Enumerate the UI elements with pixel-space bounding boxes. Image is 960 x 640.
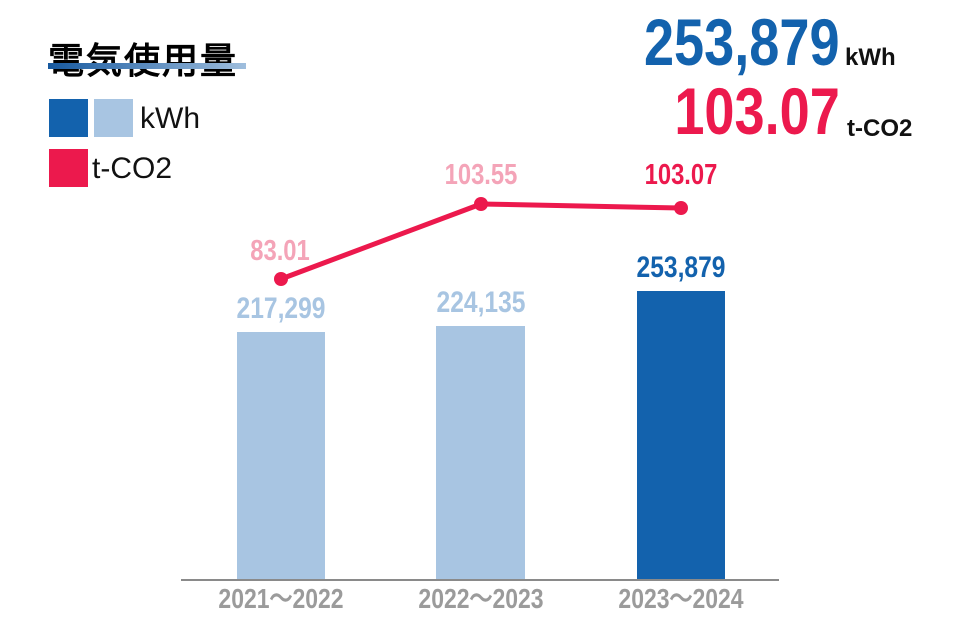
x-axis-line <box>181 579 779 581</box>
bar-label-2022-2023: 224,135 <box>436 286 526 319</box>
summary-tco2-value-text: 103.07 <box>674 74 840 148</box>
bar-2022-2023 <box>436 326 525 579</box>
legend-tco2-swatch <box>49 149 88 187</box>
line-label-2021-2022: 83.01 <box>250 235 310 267</box>
bar-label-2023-2024: 253,879 <box>636 251 726 284</box>
line-label-2022-2023: 103.55 <box>444 159 518 191</box>
bar-2023-2024 <box>637 291 725 579</box>
legend-kwh-light-swatch <box>94 99 133 137</box>
x-label-2023-2024: 2023〜2024 <box>618 583 744 614</box>
summary-tco2-unit: t-CO2 <box>847 115 913 142</box>
bar-label-2021-2022: 217,299 <box>236 292 326 325</box>
title-underline <box>48 63 246 69</box>
x-label-2022-2023: 2022〜2023 <box>418 583 544 614</box>
summary-tco2-value: 103.07 <box>638 78 840 144</box>
legend-kwh-dark-swatch <box>49 99 88 137</box>
tco2-point-2022-2023 <box>474 197 488 211</box>
line-label-2023-2024: 103.07 <box>644 159 718 191</box>
legend-kwh-label: kWh <box>140 102 200 135</box>
tco2-point-2023-2024 <box>674 201 688 215</box>
legend-tco2-label: t-CO2 <box>92 152 173 185</box>
page-title: 電気使用量 <box>48 40 239 82</box>
summary-kwh-value: 253,879 <box>601 9 840 75</box>
summary-kwh-value-text: 253,879 <box>644 5 840 79</box>
x-label-2021-2022: 2021〜2022 <box>218 583 344 614</box>
bar-2021-2022 <box>237 332 325 579</box>
summary-kwh-unit: kWh <box>845 44 896 71</box>
tco2-point-2021-2022 <box>274 272 288 286</box>
